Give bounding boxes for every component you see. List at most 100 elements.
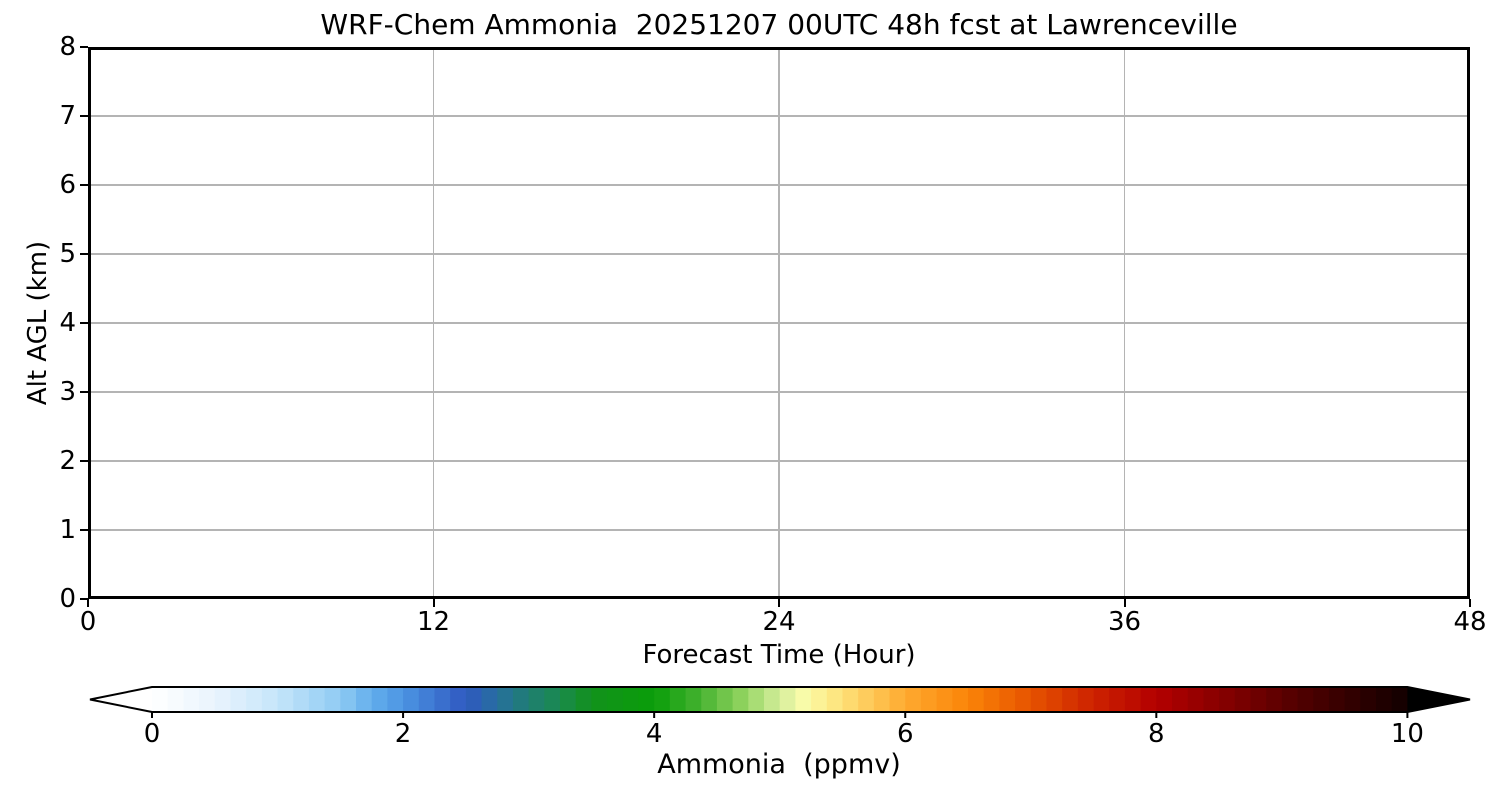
colorbar-band bbox=[654, 687, 671, 712]
plot-area bbox=[88, 47, 1470, 599]
colorbar-band bbox=[183, 687, 200, 712]
x-tick-mark bbox=[1123, 599, 1126, 607]
x-tick-mark bbox=[778, 599, 780, 607]
colorbar-band bbox=[246, 687, 263, 712]
gridline-horizontal bbox=[91, 322, 1467, 324]
gridline-horizontal bbox=[91, 184, 1467, 186]
colorbar-band bbox=[199, 687, 216, 712]
colorbar-band bbox=[1015, 687, 1032, 712]
colorbar-label: Ammonia (ppmv) bbox=[657, 749, 901, 780]
colorbar-band bbox=[1219, 687, 1236, 712]
colorbar-band bbox=[764, 687, 781, 712]
colorbar-band bbox=[1172, 687, 1189, 712]
colorbar-band bbox=[214, 687, 232, 712]
y-tick-mark bbox=[80, 391, 88, 393]
colorbar-band bbox=[669, 687, 687, 712]
colorbar-band bbox=[811, 687, 828, 712]
y-tick-mark bbox=[80, 184, 88, 186]
y-tick-label: 8 bbox=[59, 32, 76, 62]
colorbar-band bbox=[1234, 687, 1252, 712]
colorbar-band bbox=[795, 687, 812, 712]
colorbar-band bbox=[1140, 687, 1157, 712]
colorbar-band bbox=[261, 687, 279, 712]
colorbar-band bbox=[544, 687, 561, 712]
colorbar-tick-label: 0 bbox=[143, 719, 161, 749]
y-tick-label: 5 bbox=[59, 239, 76, 269]
x-tick-label: 12 bbox=[416, 607, 451, 637]
colorbar-band bbox=[1328, 687, 1346, 712]
colorbar-band bbox=[936, 687, 953, 712]
colorbar-band bbox=[1124, 687, 1142, 712]
colorbar-band bbox=[152, 687, 169, 712]
colorbar-band bbox=[1360, 687, 1377, 712]
colorbar-band bbox=[434, 687, 451, 712]
colorbar-band bbox=[1313, 687, 1330, 712]
y-tick-label: 3 bbox=[59, 377, 76, 407]
gridline-horizontal bbox=[91, 253, 1467, 255]
colorbar-band bbox=[528, 687, 545, 712]
colorbar-left-arrow-icon bbox=[90, 687, 152, 712]
colorbar-tick-label: 10 bbox=[1390, 719, 1424, 749]
colorbar-band bbox=[1062, 687, 1079, 712]
colorbar-band bbox=[701, 687, 718, 712]
colorbar-tick-label: 2 bbox=[394, 719, 412, 749]
colorbar-band bbox=[905, 687, 922, 712]
colorbar-band bbox=[340, 687, 357, 712]
colorbar-band bbox=[1093, 687, 1110, 712]
y-tick-label: 4 bbox=[59, 308, 76, 338]
colorbar-band bbox=[1266, 687, 1283, 712]
x-tick-label: 0 bbox=[79, 607, 97, 637]
colorbar-band bbox=[230, 687, 247, 712]
colorbar-band bbox=[497, 687, 514, 712]
colorbar-band bbox=[1297, 687, 1314, 712]
colorbar-band bbox=[1030, 687, 1048, 712]
y-tick-mark bbox=[80, 115, 88, 117]
colorbar-band bbox=[277, 687, 294, 712]
y-tick-label: 1 bbox=[59, 515, 76, 545]
colorbar-band bbox=[1281, 687, 1299, 712]
colorbar-band bbox=[622, 687, 640, 712]
y-tick-mark bbox=[80, 46, 88, 48]
colorbar-band bbox=[1109, 687, 1126, 712]
colorbar-band bbox=[465, 687, 483, 712]
colorbar-band bbox=[920, 687, 938, 712]
colorbar-band bbox=[560, 687, 577, 712]
colorbar-gradient bbox=[152, 687, 1408, 712]
y-tick-mark bbox=[80, 598, 88, 600]
chart-title: WRF-Chem Ammonia 20251207 00UTC 48h fcst… bbox=[320, 8, 1238, 41]
colorbar-band bbox=[450, 687, 467, 712]
colorbar-tick-label: 8 bbox=[1148, 719, 1165, 749]
gridline-horizontal bbox=[91, 115, 1467, 117]
colorbar-band bbox=[1187, 687, 1204, 712]
colorbar-band bbox=[968, 687, 985, 712]
colorbar-band bbox=[575, 687, 592, 712]
x-tick-label: 24 bbox=[762, 607, 796, 637]
gridline-horizontal bbox=[91, 529, 1467, 531]
colorbar-band bbox=[952, 687, 969, 712]
colorbar-band bbox=[1156, 687, 1173, 712]
colorbar bbox=[89, 686, 1471, 718]
colorbar-band bbox=[324, 687, 341, 712]
colorbar-band bbox=[607, 687, 624, 712]
colorbar-band bbox=[685, 687, 702, 712]
colorbar-band bbox=[1250, 687, 1267, 712]
colorbar-band bbox=[1391, 687, 1408, 712]
y-tick-mark bbox=[80, 253, 88, 255]
colorbar-band bbox=[481, 687, 498, 712]
x-tick-mark bbox=[1469, 599, 1471, 607]
x-tick-label: 36 bbox=[1107, 607, 1142, 637]
colorbar-band bbox=[716, 687, 734, 712]
colorbar-band bbox=[418, 687, 436, 712]
x-tick-label: 48 bbox=[1453, 607, 1487, 637]
colorbar-band bbox=[842, 687, 859, 712]
y-tick-mark bbox=[80, 322, 88, 324]
colorbar-band bbox=[293, 687, 310, 712]
colorbar-band bbox=[1077, 687, 1095, 712]
colorbar-band bbox=[167, 687, 184, 712]
colorbar-band bbox=[779, 687, 796, 712]
x-tick-mark bbox=[432, 599, 435, 607]
y-tick-label: 7 bbox=[59, 101, 76, 131]
colorbar-band bbox=[387, 687, 404, 712]
y-tick-label: 2 bbox=[59, 446, 76, 476]
colorbar-band bbox=[1046, 687, 1063, 712]
